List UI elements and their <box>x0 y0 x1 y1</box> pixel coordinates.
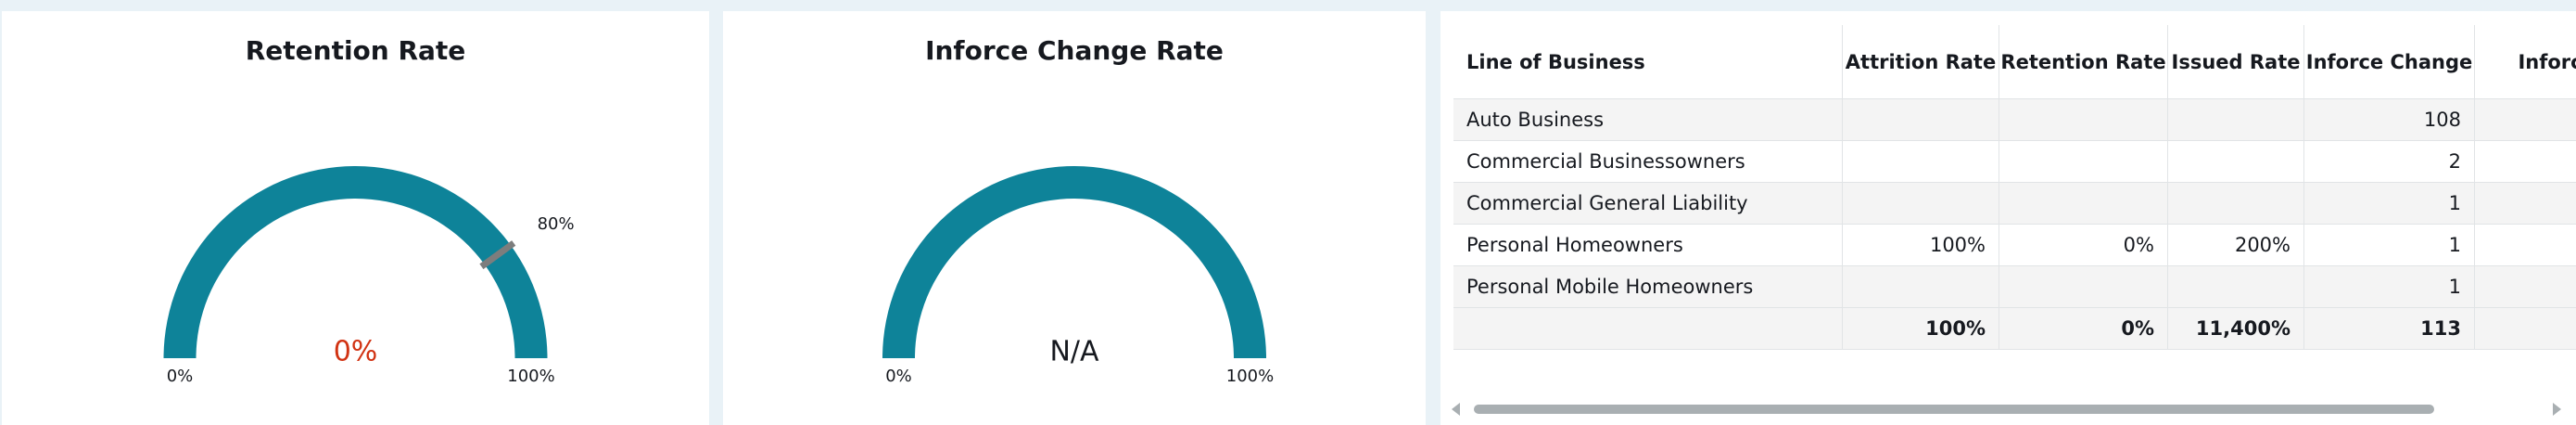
table-row: Personal Mobile Homeowners 1 <box>1453 266 2576 308</box>
table-cell: Retention Rate <box>1999 25 2168 98</box>
table-cell: 1 <box>2304 266 2475 307</box>
table-cell: 11,400% <box>2168 308 2304 349</box>
table-cell <box>1453 308 1843 349</box>
table-cell: 1 <box>2304 183 2475 224</box>
scroll-right[interactable] <box>2553 403 2561 416</box>
table-cell <box>1999 183 2168 224</box>
table-cell: 108 <box>2304 99 2475 140</box>
table-cell: 113 <box>2304 308 2475 349</box>
table-row: Commercial Businessowners 2 <box>1453 141 2576 183</box>
table-cell <box>2475 141 2576 182</box>
gauge-title: Inforce Change Rate <box>925 35 1224 66</box>
gauge-title: Retention Rate <box>246 35 466 66</box>
gauge-target-label: 80% <box>538 214 575 234</box>
table-cell <box>1843 99 1999 140</box>
table-cell <box>1843 266 1999 307</box>
table-cell <box>2475 266 2576 307</box>
scrollbar[interactable] <box>1474 405 2434 414</box>
gauge-track <box>882 166 1266 358</box>
table-row: Personal Homeowners 100% 0% 200% 1 <box>1453 225 2576 266</box>
table-cell <box>1843 141 1999 182</box>
table-cell: Auto Business <box>1453 99 1843 140</box>
table-cell: 1 <box>2304 225 2475 265</box>
gauge-panel: Inforce Change Rate 0% 100% N/A <box>723 11 1426 425</box>
gauge-value-label: N/A <box>1049 336 1099 368</box>
table-cell <box>1999 266 2168 307</box>
table-cell: Inforce C <box>2475 25 2576 98</box>
gauge-tick-label: 0% <box>885 367 912 386</box>
scroll-left[interactable] <box>1452 403 1460 416</box>
table-cell: 0% <box>1999 225 2168 265</box>
table-cell: 2 <box>2304 141 2475 182</box>
gauge: Inforce Change Rate 0% 100% N/A <box>882 35 1274 386</box>
table-cell <box>2475 308 2576 349</box>
table-cell: Personal Homeowners <box>1453 225 1843 265</box>
table-cell <box>2475 183 2576 224</box>
table-cell: 200% <box>2168 225 2304 265</box>
table-cell: - <box>2475 99 2576 140</box>
table-cell: Commercial Businessowners <box>1453 141 1843 182</box>
table-cell <box>1999 141 2168 182</box>
table-row: 100% 0% 11,400% 113 <box>1453 308 2576 350</box>
table-cell <box>2168 183 2304 224</box>
gauge-tick-label: 100% <box>1226 367 1274 386</box>
gauge-tick-label: 0% <box>167 367 194 386</box>
gauge-track <box>163 166 548 358</box>
gauge-target <box>479 240 516 270</box>
table-cell: 100% <box>1843 308 1999 349</box>
table-cell: 100% <box>1843 225 1999 265</box>
table-cell: 0% <box>1999 308 2168 349</box>
table-row: Line of Business Attrition Rate Retention … <box>1453 25 2576 99</box>
table-row: Commercial General Liability 1 <box>1453 183 2576 225</box>
table-cell: Attrition Rate <box>1843 25 1999 98</box>
table-cell: Commercial General Liability <box>1453 183 1843 224</box>
gauge-value-label: 0% <box>334 336 378 368</box>
table-cell: Personal Mobile Homeowners <box>1453 266 1843 307</box>
gauge-panel: Retention Rate 0% 100% 80% 0% <box>2 11 709 425</box>
table-cell <box>2475 225 2576 265</box>
gauge: Retention Rate 0% 100% 80% 0% <box>163 35 575 386</box>
table-panel: Line of Business Attrition Rate Retention … <box>1440 11 2576 425</box>
table-cell <box>1999 99 2168 140</box>
table-cell <box>2168 141 2304 182</box>
table: Line of Business Attrition Rate Retention … <box>1453 25 2576 350</box>
table-cell: Issued Rate <box>2168 25 2304 98</box>
table-cell <box>2168 266 2304 307</box>
table-cell: Line of Business <box>1453 25 1843 98</box>
table-row: Auto Business 108- <box>1453 99 2576 141</box>
table-cell: Inforce Change <box>2304 25 2475 98</box>
table-cell <box>2168 99 2304 140</box>
table-cell <box>1843 183 1999 224</box>
gauge-tick-label: 100% <box>507 367 554 386</box>
